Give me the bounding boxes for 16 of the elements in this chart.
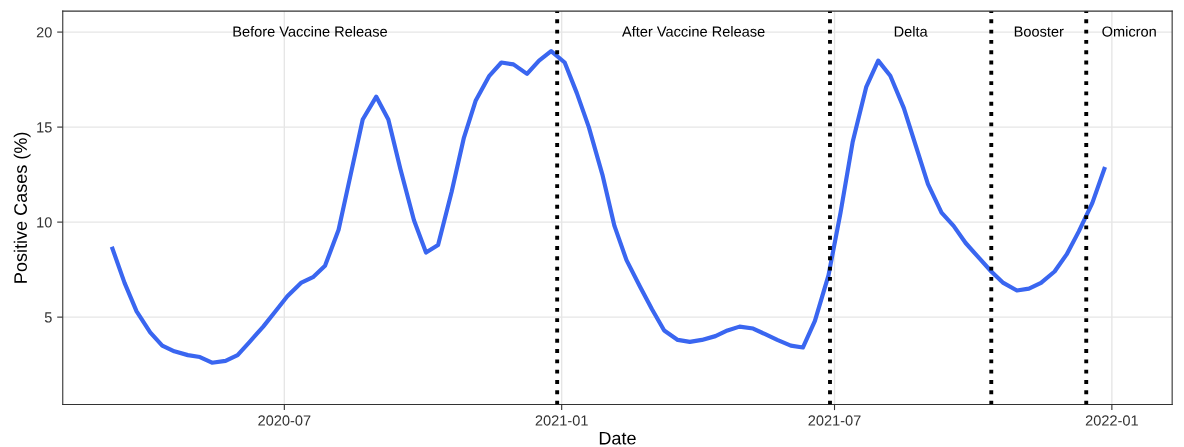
x-tick-label: 2020-07: [258, 415, 311, 426]
annotation: Before Vaccine Release: [233, 26, 387, 37]
y-tick-label: 10: [37, 217, 52, 228]
annotation: Omicron: [1102, 26, 1156, 37]
annotation: Booster: [1014, 26, 1064, 37]
line-series: [110, 48, 1107, 365]
y-tick-label: 15: [37, 122, 52, 133]
y-tick-label: 5: [44, 312, 52, 323]
x-tick-label: 2021-01: [535, 415, 588, 426]
x-tick-label: 2021-07: [808, 415, 861, 426]
y-axis-title: Positive Cases (%): [13, 132, 31, 283]
x-tick-label: 2022-01: [1085, 415, 1138, 426]
y-tick-label: 20: [36, 27, 52, 38]
annotation: Delta: [894, 26, 928, 37]
annotation: After Vaccine Release: [622, 26, 765, 37]
x-axis-title: Date: [599, 431, 636, 445]
